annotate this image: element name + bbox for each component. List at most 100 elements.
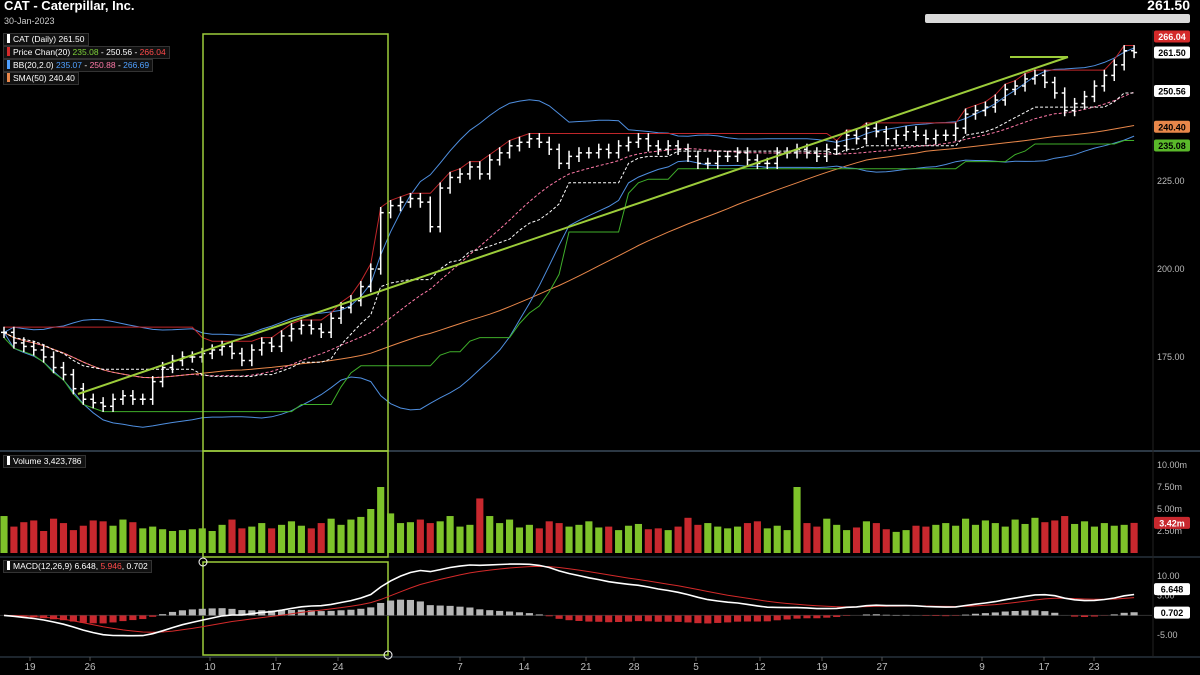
macd-histogram-bar (605, 615, 613, 623)
volume-bar (49, 518, 58, 553)
macd-histogram-bar (436, 605, 444, 616)
macd-histogram-bar (1080, 615, 1089, 618)
drag-handle (383, 650, 393, 660)
volume-bar (1080, 521, 1089, 553)
macd-histogram-bar (793, 615, 801, 619)
macd-histogram-bar (168, 611, 177, 616)
volume-bar (684, 517, 692, 553)
price-tag-bg (1154, 85, 1190, 98)
macd-histogram-bar (89, 615, 97, 624)
x-tick-label: 17 (1038, 662, 1050, 673)
volume-bar (228, 519, 236, 553)
volume-bar (466, 524, 474, 553)
volume-bar (486, 516, 494, 553)
macd-histogram-bar (882, 614, 890, 616)
x-tick-label: 23 (1088, 662, 1100, 673)
volume-bar (872, 523, 880, 553)
macd-histogram-bar (555, 615, 563, 619)
macd-histogram-bar (585, 615, 593, 622)
macd-histogram-bar (476, 609, 484, 616)
legend-volume: Volume 3,423,786 (3, 455, 86, 468)
volume-bar (476, 498, 484, 553)
legend-bb-high: 266.69 (123, 60, 150, 70)
macd-tick-label: 10.00 (1157, 571, 1180, 581)
legend-bb-label: BB(20,2.0) (13, 60, 54, 70)
macd-histogram-bar (357, 608, 365, 616)
macd-histogram-bar (119, 615, 127, 622)
macd-histogram-bar (733, 615, 742, 622)
macd-histogram-bar (1110, 614, 1118, 616)
macd-histogram-bar (218, 608, 226, 616)
macd-histogram-bar (783, 615, 791, 620)
macd-tag: 0.702 (1161, 608, 1184, 618)
macd-histogram-bar (486, 610, 494, 616)
price-channel-mid (3, 92, 1135, 377)
volume-bar (694, 524, 702, 553)
volume-tick-label: 5.00m (1157, 504, 1182, 514)
volume-bar (843, 530, 851, 553)
volume-bar (1061, 516, 1069, 553)
macd-histogram-bar (704, 615, 712, 624)
volume-bar (496, 523, 504, 553)
volume-bar (733, 526, 742, 553)
x-tick-label: 12 (754, 662, 766, 673)
x-tick-label: 10 (204, 662, 216, 673)
x-tick-label: 19 (24, 662, 36, 673)
macd-histogram-bar (387, 600, 395, 616)
macd-histogram-bar (149, 615, 157, 617)
macd-histogram-bar (198, 608, 206, 616)
macd-histogram-bar (406, 599, 415, 616)
volume-bar (1031, 517, 1039, 553)
legend-macd-label: MACD(12,26,9) (13, 561, 73, 571)
macd-histogram-bar (317, 611, 325, 616)
volume-bar (525, 524, 533, 553)
volume-bar (833, 524, 841, 553)
volume-bar (753, 521, 761, 553)
symbol-search-bar[interactable] (925, 14, 1190, 23)
macd-histogram-bar (803, 615, 811, 619)
volume-bar (69, 530, 77, 553)
x-tick-label: 26 (84, 662, 96, 673)
macd-histogram-bar (961, 614, 970, 616)
volume-bar (377, 487, 385, 553)
price-tick-label: 175.00 (1157, 352, 1185, 362)
macd-tag-bg (1154, 583, 1190, 596)
volume-bar (1051, 520, 1059, 553)
volume-bar (932, 524, 940, 553)
volume-bar (258, 523, 266, 553)
macd-histogram-bar (575, 615, 583, 621)
macd-histogram-bar (515, 612, 524, 616)
volume-bar (307, 528, 315, 553)
legend-macd-value: 6.648 (74, 561, 96, 571)
price-tag: 261.50 (1158, 48, 1186, 58)
legend-pc-label: Price Chan(20) (13, 47, 71, 57)
volume-bar (1001, 526, 1009, 553)
macd-histogram-bar (238, 610, 246, 616)
highlight-box-price (202, 33, 389, 452)
legend-price-channel: Price Chan(20) 235.08 - 250.56 - 266.04 (3, 46, 170, 59)
bollinger-lower (3, 135, 1135, 428)
macd-histogram-bar (1130, 612, 1138, 616)
volume-bar (674, 526, 682, 553)
price-panel (1, 45, 1138, 428)
volume-bar (159, 529, 167, 553)
volume-bar (208, 531, 216, 553)
macd-histogram-bar (99, 615, 107, 624)
macd-histogram-bar (981, 613, 989, 616)
volume-bar (436, 521, 444, 553)
volume-bar (30, 520, 38, 553)
volume-bar (327, 518, 335, 553)
volume-bar (714, 526, 722, 553)
volume-bar (793, 487, 801, 553)
macd-histogram-bar (59, 615, 68, 621)
volume-bar (277, 524, 286, 553)
volume-bar (40, 531, 48, 553)
macd-histogram-bar (377, 602, 385, 616)
volume-bar (1011, 519, 1019, 553)
macd-histogram-bar (644, 615, 652, 622)
volume-bar (188, 529, 196, 553)
macd-histogram-bar (565, 615, 573, 621)
macd-tag: 6.648 (1161, 585, 1184, 595)
volume-bar (515, 527, 524, 553)
